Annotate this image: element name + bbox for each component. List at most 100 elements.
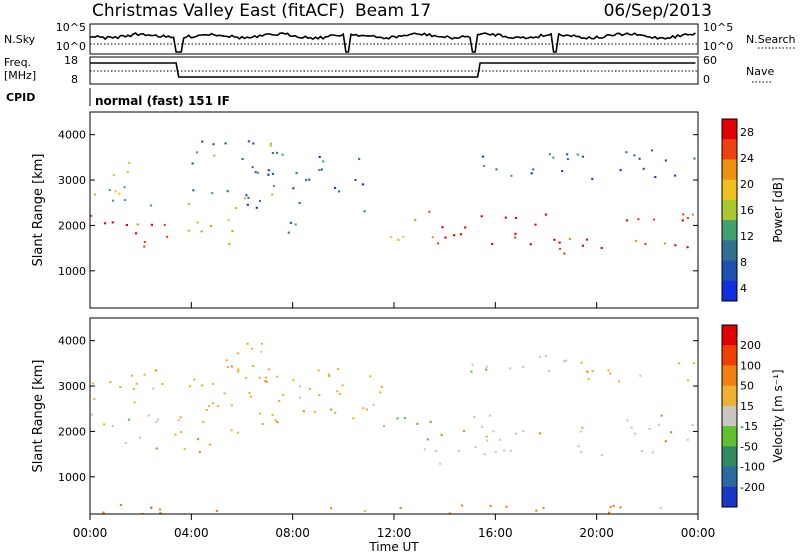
- data-cell: [212, 382, 215, 385]
- data-cell: [271, 152, 274, 154]
- data-cell: [581, 155, 584, 158]
- freq-label-line2: [MHz]: [4, 69, 36, 82]
- data-cell: [135, 382, 138, 385]
- data-cell: [538, 432, 542, 435]
- data-cell: [267, 368, 270, 371]
- data-cell: [212, 143, 215, 146]
- data-cell: [660, 414, 663, 417]
- data-cell: [260, 342, 264, 345]
- data-cell: [553, 238, 556, 241]
- data-cell: [608, 511, 611, 514]
- data-cell: [637, 218, 640, 221]
- data-cell: [648, 427, 651, 430]
- data-cell: [132, 387, 135, 390]
- data-cell: [414, 218, 417, 221]
- data-cell: [686, 217, 689, 219]
- data-cell: [522, 365, 525, 368]
- data-cell: [612, 504, 615, 507]
- data-cell: [318, 394, 321, 396]
- data-cell: [576, 153, 579, 156]
- data-cell: [505, 505, 508, 508]
- data-cell: [453, 234, 456, 237]
- data-cell: [241, 158, 244, 160]
- data-cell: [328, 375, 331, 378]
- data-cell: [494, 451, 497, 454]
- data-cell: [561, 170, 564, 172]
- data-cell: [634, 432, 637, 435]
- velocity-panel: 1000 2000 3000 4000 Slant Range [km] 200 100…: [31, 317, 785, 515]
- data-cell: [248, 392, 251, 395]
- data-cell: [133, 401, 136, 404]
- velocity-frame: [89, 317, 699, 515]
- data-cell: [337, 368, 340, 371]
- colorbar-tick-label: 100: [740, 359, 761, 372]
- data-cell: [103, 222, 107, 225]
- data-cell: [591, 177, 594, 180]
- data-cell: [663, 242, 667, 245]
- data-cell: [580, 361, 583, 364]
- colorbar-tick-label: 15: [740, 400, 754, 413]
- data-cell: [237, 368, 240, 371]
- nsky-label: N.Sky: [4, 33, 36, 46]
- data-cell: [298, 396, 301, 399]
- data-cell: [149, 204, 153, 207]
- data-cell: [243, 197, 247, 200]
- data-cell: [464, 226, 467, 229]
- data-cell: [261, 423, 264, 425]
- data-cell: [566, 153, 569, 156]
- data-cell: [634, 239, 638, 242]
- data-cell: [532, 168, 535, 171]
- data-cell: [399, 507, 402, 509]
- data-cell: [247, 140, 250, 143]
- data-cell: [247, 196, 250, 199]
- data-cell: [529, 243, 532, 246]
- data-cell: [544, 355, 547, 358]
- colorbar-tick-label: 16: [740, 204, 754, 217]
- data-cell: [609, 506, 612, 508]
- data-cell: [372, 403, 375, 406]
- data-cell: [509, 367, 512, 370]
- data-cell: [318, 169, 321, 172]
- data-cell: [193, 378, 196, 381]
- velocity-colorbar: 200 100 50 15 -15 -50 -100 -200: [721, 324, 765, 508]
- data-cell: [428, 210, 431, 213]
- data-cell: [548, 153, 551, 156]
- data-cell: [659, 506, 662, 509]
- data-cell: [444, 236, 447, 239]
- data-cell: [563, 252, 566, 255]
- data-cell: [179, 431, 183, 434]
- data-cell: [318, 156, 321, 158]
- data-cell: [103, 423, 106, 426]
- data-cell: [289, 221, 292, 224]
- data-cell: [488, 414, 491, 417]
- data-cell: [143, 245, 146, 248]
- data-cell: [434, 449, 437, 452]
- power-panel: 1000 2000 3000 4000 Slant Range [km] 4 8 12 16…: [31, 111, 785, 309]
- data-cell: [150, 223, 153, 226]
- data-cell: [334, 411, 337, 414]
- data-cell: [294, 223, 297, 226]
- colorbar-swatch: [722, 159, 737, 181]
- colorbar-swatch: [722, 486, 737, 508]
- colorbar-swatch: [722, 179, 737, 201]
- data-cell: [127, 418, 131, 421]
- data-cell: [271, 413, 274, 416]
- colorbar-swatch: [722, 325, 737, 346]
- data-cell: [269, 142, 272, 145]
- data-cell: [245, 194, 248, 197]
- data-cell: [339, 393, 342, 395]
- nave-label: Nave: [746, 65, 774, 78]
- data-cell: [236, 431, 240, 434]
- data-cell: [509, 449, 512, 452]
- data-cell: [278, 400, 281, 402]
- velocity-yaxis: 1000 2000 3000 4000: [58, 335, 698, 484]
- colorbar-tick-label: 50: [740, 380, 754, 393]
- data-cell: [231, 230, 234, 233]
- data-cell: [205, 408, 208, 411]
- data-cell: [111, 425, 114, 427]
- time-axis-label: Time UT: [368, 540, 419, 554]
- data-cell: [462, 430, 466, 432]
- data-cell: [271, 172, 275, 175]
- data-cell: [209, 225, 213, 228]
- data-cell: [402, 235, 405, 238]
